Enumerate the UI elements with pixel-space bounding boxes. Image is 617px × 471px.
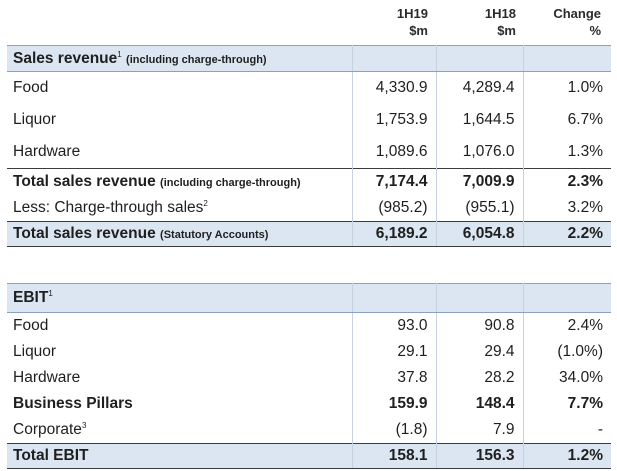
row-label: Food xyxy=(7,312,353,339)
value-1h19: 37.8 xyxy=(352,365,437,391)
row-label: Less: Charge-through sales2 xyxy=(7,195,353,222)
value-change: 1.3% xyxy=(567,143,603,160)
value-1h19: 159.9 xyxy=(352,391,437,417)
value-1h19: 1,089.6 xyxy=(352,136,437,169)
value-change: 3.2% xyxy=(567,199,603,216)
value-change: 7.7% xyxy=(567,395,603,412)
row-label: Food xyxy=(7,71,353,104)
value-1h19: 6,189.2 xyxy=(352,221,437,247)
column-change: Change % xyxy=(525,5,601,39)
value-1h18: 1,076.0 xyxy=(436,136,524,169)
table-row: Less: Charge-through sales2 (985.2) (955… xyxy=(7,195,611,222)
column-1h18: 1H18 $m xyxy=(438,5,516,39)
value-change: (1.0%) xyxy=(557,343,603,360)
value-1h19: 7,174.4 xyxy=(352,168,437,195)
value-change: - xyxy=(597,421,603,438)
row-label: Total EBIT xyxy=(7,443,353,469)
ebit-section-header: EBIT1 xyxy=(7,283,611,313)
ebit-table: EBIT1 Food 93.0 90.8 2.4% Liquor 29.1 29… xyxy=(7,283,611,469)
value-1h19: 93.0 xyxy=(352,312,437,339)
value-1h18: 7.9 xyxy=(436,417,524,444)
row-label: Total sales revenue (including charge-th… xyxy=(7,168,353,195)
table-row: Food 4,330.9 4,289.4 1.0% xyxy=(7,71,611,104)
total-row: Total sales revenue (including charge-th… xyxy=(7,168,611,195)
less-label-text: Less: Charge-through sales xyxy=(13,199,204,216)
value-change: 34.0% xyxy=(559,369,603,386)
value-1h18: 1,644.5 xyxy=(436,104,524,136)
value-1h18: 28.2 xyxy=(436,365,524,391)
value-change: 6.7% xyxy=(567,111,603,128)
value-1h19: (985.2) xyxy=(352,195,437,222)
footnote-marker: 1 xyxy=(48,289,53,298)
table-row: Corporate3 (1.8) 7.9 - xyxy=(7,417,611,444)
value-1h18: 90.8 xyxy=(436,312,524,339)
column-1h18-unit: $m xyxy=(497,23,516,38)
footnote-marker: 2 xyxy=(203,199,208,208)
corporate-label-text: Corporate xyxy=(13,421,82,438)
value-1h18: 7,009.9 xyxy=(436,168,524,195)
value-1h18: 148.4 xyxy=(436,391,524,417)
footnote-marker: 3 xyxy=(81,421,87,430)
grand-total-row: Total sales revenue (Statutory Accounts)… xyxy=(7,221,611,247)
subtotal-row: Business Pillars 159.9 148.4 7.7% xyxy=(7,391,611,417)
row-label: Hardware xyxy=(7,365,353,391)
value-1h18: 156.3 xyxy=(436,443,524,469)
ebit-title-text: EBIT xyxy=(13,289,49,306)
ebit-section-title: EBIT1 xyxy=(7,283,353,313)
table-row: Liquor 29.1 29.4 (1.0%) xyxy=(7,339,611,365)
row-label: Liquor xyxy=(7,104,353,136)
row-label: Business Pillars xyxy=(7,391,353,417)
row-label: Hardware xyxy=(7,136,353,169)
statutory-label-note: (Statutory Accounts) xyxy=(160,229,269,241)
value-1h19: 4,330.9 xyxy=(352,71,437,104)
table-row: Food 93.0 90.8 2.4% xyxy=(7,312,611,339)
column-header: 1H19 $m 1H18 $m Change % xyxy=(0,0,617,44)
sales-section-title: Sales revenue1 (including charge-through… xyxy=(7,45,353,72)
value-1h19: 158.1 xyxy=(352,443,437,469)
sales-section-header: Sales revenue1 (including charge-through… xyxy=(7,45,611,72)
column-1h18-label: 1H18 xyxy=(484,6,516,21)
sales-revenue-table: Sales revenue1 (including charge-through… xyxy=(7,45,611,247)
value-1h19: 1,753.9 xyxy=(352,104,437,136)
sales-title-note: (including charge-through) xyxy=(126,53,267,66)
column-1h19-unit: $m xyxy=(409,23,428,38)
value-1h18: 6,054.8 xyxy=(436,221,524,247)
value-1h18: 29.4 xyxy=(436,339,524,365)
grand-total-row: Total EBIT 158.1 156.3 1.2% xyxy=(7,443,611,469)
sales-title-text: Sales revenue xyxy=(13,49,118,67)
column-1h19: 1H19 $m xyxy=(352,5,428,39)
value-change: 2.3% xyxy=(523,168,611,195)
value-change: 2.2% xyxy=(523,221,611,247)
value-change: 1.0% xyxy=(567,79,603,96)
value-change: 1.2% xyxy=(523,443,611,469)
value-change: 2.4% xyxy=(567,317,603,334)
statutory-label-text: Total sales revenue xyxy=(13,225,156,242)
value-1h19: (1.8) xyxy=(352,417,437,444)
footnote-marker: 1 xyxy=(117,49,122,59)
column-1h19-label: 1H19 xyxy=(396,6,428,21)
total-label-note: (including charge-through) xyxy=(160,177,301,189)
column-change-label: Change xyxy=(553,6,601,21)
row-label: Corporate3 xyxy=(7,417,353,444)
row-label: Total sales revenue (Statutory Accounts) xyxy=(7,221,353,247)
value-1h19: 29.1 xyxy=(352,339,437,365)
value-1h18: (955.1) xyxy=(436,195,524,222)
table-row: Hardware 1,089.6 1,076.0 1.3% xyxy=(7,136,611,169)
table-row: Liquor 1,753.9 1,644.5 6.7% xyxy=(7,104,611,136)
row-label: Liquor xyxy=(7,339,353,365)
table-row: Hardware 37.8 28.2 34.0% xyxy=(7,365,611,391)
value-1h18: 4,289.4 xyxy=(436,71,524,104)
column-change-unit: % xyxy=(589,23,601,38)
total-label-text: Total sales revenue xyxy=(13,173,156,190)
